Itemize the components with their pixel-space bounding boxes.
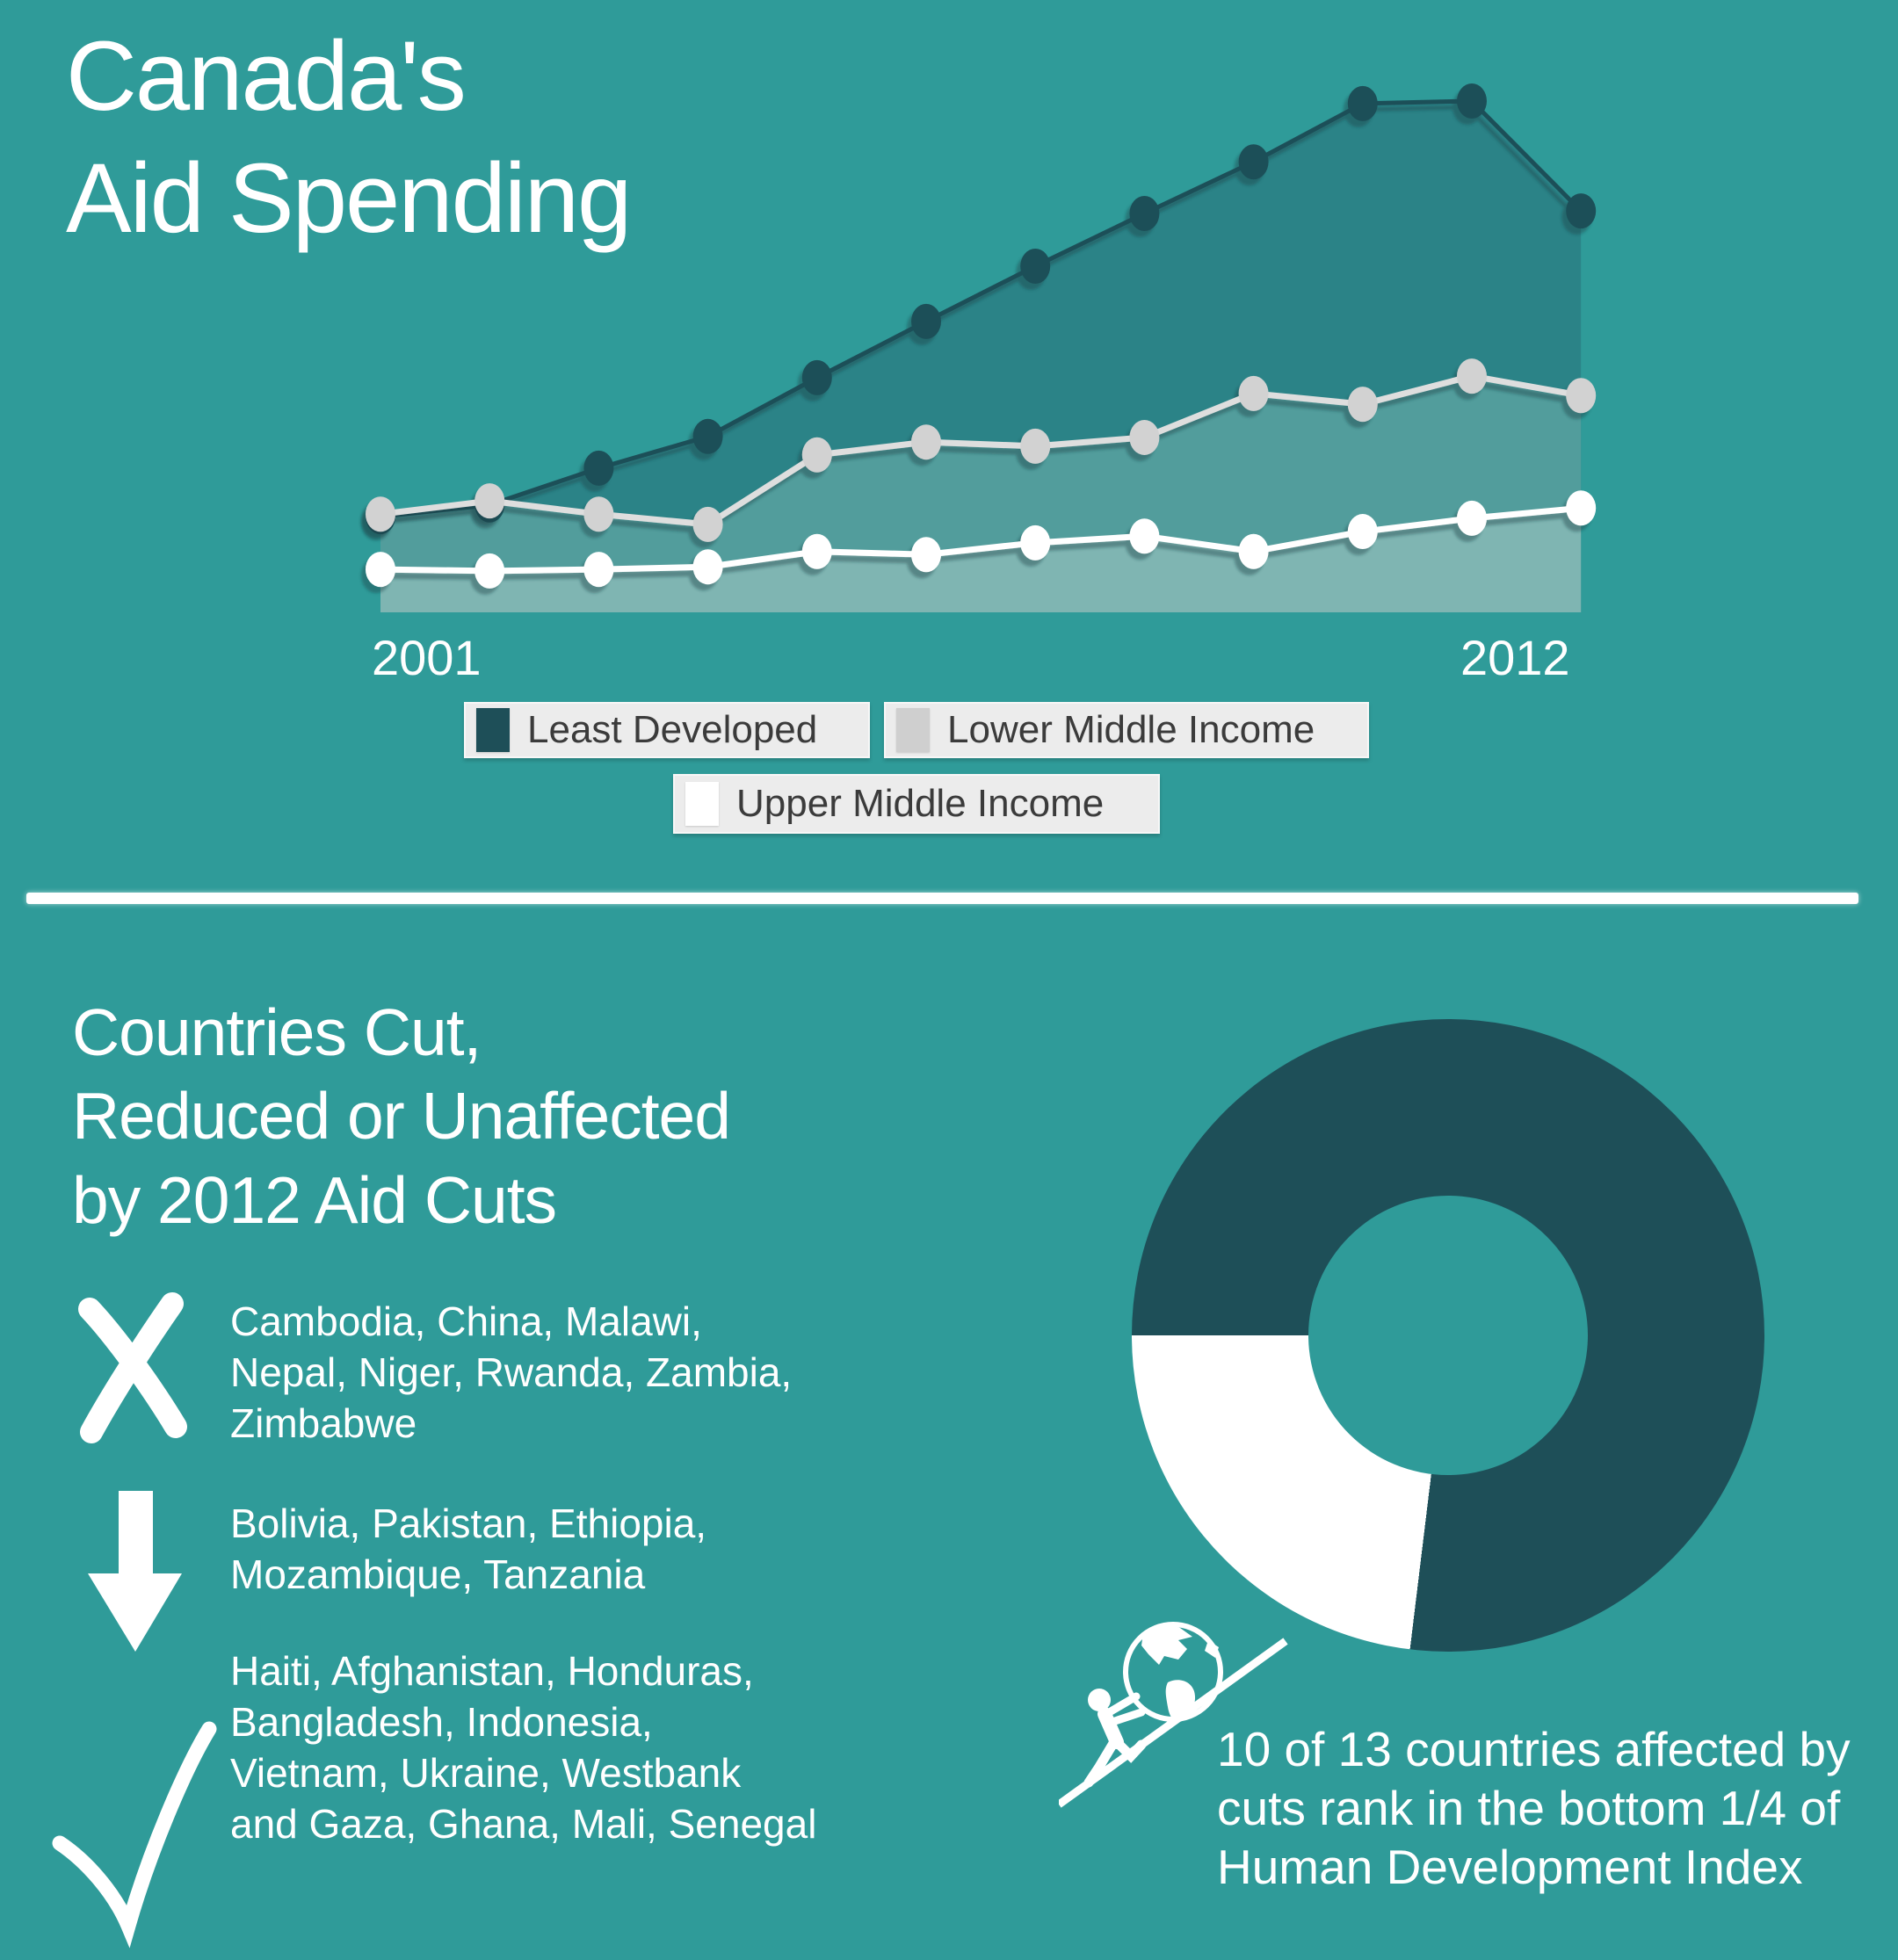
donut-hole [1308,1196,1588,1475]
upper-middle-income-swatch-icon [685,782,719,826]
countries-reduced-text: Bolivia, Pakistan, Ethiopia, Mozambique,… [230,1501,707,1597]
legend-label: Upper Middle Income [736,782,1105,825]
countries-unaffected-text: Haiti, Afghanistan, Honduras, Bangladesh… [230,1648,817,1847]
donut-caption: 10 of 13 countries affected by cuts rank… [1217,1722,1851,1895]
globe-icon [1123,1622,1223,1723]
lower-middle-income-swatch-icon [896,708,930,752]
reduced-down-arrow-icon [88,1491,182,1652]
aid-chart [366,83,1597,612]
least-developed-swatch-icon [476,708,510,752]
chart-layers [366,83,1597,612]
legend-item-lower-middle-income: Lower Middle Income [884,702,1369,758]
x-tick-2001: 2001 [372,630,482,685]
section-divider [26,893,1858,904]
hdi-donut-chart [1132,1019,1764,1652]
legend-label: Least Developed [527,708,818,751]
x-tick-2012: 2012 [1460,630,1570,685]
unaffected-check-icon [52,1721,217,1949]
cut-x-icon [78,1292,187,1443]
legend-label: Lower Middle Income [947,708,1315,751]
sisyphus-globe-icon [1059,1622,1288,1808]
legend-item-upper-middle-income: Upper Middle Income [673,774,1160,834]
climbing-person-icon [1083,1689,1147,1788]
countries-cut-text: Cambodia, China, Malawi, Nepal, Niger, R… [230,1298,793,1446]
page-title: Canada's Aid Spending [66,21,632,253]
section-heading: Countries Cut, Reduced or Unaffected by … [72,995,731,1237]
legend-item-least-developed: Least Developed [464,702,870,758]
